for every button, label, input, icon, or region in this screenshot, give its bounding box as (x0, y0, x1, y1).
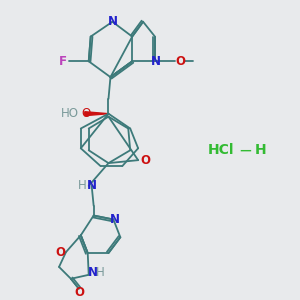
Text: O: O (55, 246, 65, 259)
Text: H: H (255, 143, 266, 157)
Text: H: H (77, 179, 86, 192)
Text: N: N (151, 55, 161, 68)
Text: −: − (238, 141, 252, 159)
Text: O: O (176, 55, 186, 68)
Text: N: N (107, 15, 117, 28)
Text: O: O (81, 107, 90, 120)
Text: N: N (88, 266, 98, 279)
Text: HO: HO (61, 107, 79, 120)
Text: O: O (75, 286, 85, 299)
Text: N: N (110, 213, 119, 226)
Text: N: N (87, 179, 97, 192)
Text: HCl: HCl (208, 143, 234, 157)
Text: F: F (59, 55, 67, 68)
Polygon shape (85, 112, 109, 116)
Text: H: H (96, 266, 105, 279)
Text: O: O (140, 154, 150, 167)
